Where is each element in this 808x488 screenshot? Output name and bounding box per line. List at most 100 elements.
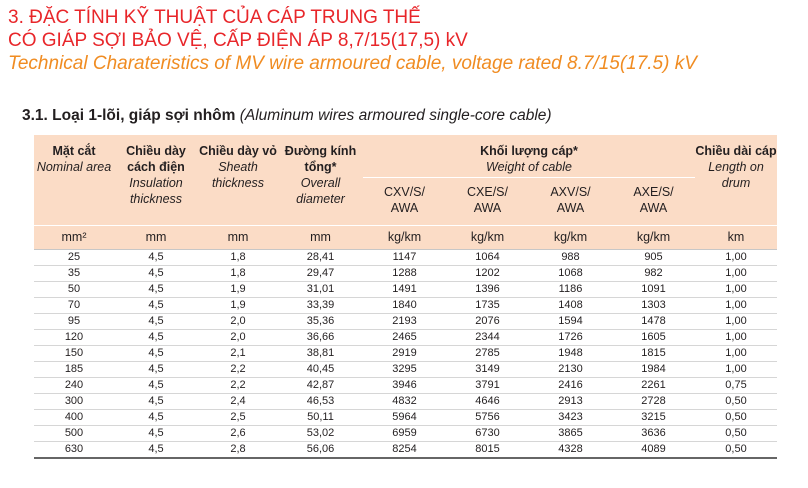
- table-cell: 25: [34, 249, 114, 266]
- header-weight-axe: AXE/S/AWA: [612, 177, 695, 226]
- table-cell: 0,75: [695, 377, 777, 394]
- table-cell: 1478: [612, 313, 695, 330]
- table-cell: 2,0: [198, 329, 278, 346]
- table-cell: 1,9: [198, 297, 278, 314]
- table-cell: 2344: [446, 329, 529, 346]
- table-cell: 2,2: [198, 361, 278, 378]
- table-cell: 70: [34, 297, 114, 314]
- table-cell: 1726: [529, 329, 612, 346]
- cable-spec-table: Mặt cắt Nominal area Chiều dày cách điện…: [34, 135, 777, 459]
- table-cell: 28,41: [278, 249, 363, 266]
- table-row: 400 4,5 2,5 50,11 5964 5756 3423 3215 0,50: [34, 409, 777, 426]
- table-cell: 4089: [612, 441, 695, 459]
- table-cell: 2913: [529, 393, 612, 410]
- table-cell: 400: [34, 409, 114, 426]
- table-cell: 1735: [446, 297, 529, 314]
- table-cell: 4328: [529, 441, 612, 459]
- table-cell: 6730: [446, 425, 529, 442]
- table-cell: 1,00: [695, 265, 777, 282]
- table-cell: 50,11: [278, 409, 363, 426]
- table-row: 240 4,5 2,2 42,87 3946 3791 2416 2261 0,75: [34, 377, 777, 394]
- table-cell: 36,66: [278, 329, 363, 346]
- table-cell: 56,06: [278, 441, 363, 459]
- table-cell: 1,8: [198, 249, 278, 266]
- table-row: 25 4,5 1,8 28,41 1147 1064 988 905 1,00: [34, 249, 777, 266]
- header-weight-axv: AXV/S/AWA: [529, 177, 612, 226]
- table-cell: 33,39: [278, 297, 363, 314]
- table-cell: 2465: [363, 329, 446, 346]
- table-cell: 3149: [446, 361, 529, 378]
- unit-cell: kg/km: [363, 225, 446, 250]
- table-cell: 3946: [363, 377, 446, 394]
- table-cell: 1,00: [695, 297, 777, 314]
- table-cell: 4,5: [114, 441, 198, 459]
- table-cell: 38,81: [278, 345, 363, 362]
- table-cell: 1815: [612, 345, 695, 362]
- table-row: 630 4,5 2,8 56,06 8254 8015 4328 4089 0,50: [34, 441, 777, 459]
- table-cell: 4,5: [114, 281, 198, 298]
- unit-cell: mm: [198, 225, 278, 250]
- table-cell: 2,4: [198, 393, 278, 410]
- table-cell: 1984: [612, 361, 695, 378]
- table-row: 185 4,5 2,2 40,45 3295 3149 2130 1984 1,00: [34, 361, 777, 378]
- table-cell: 4,5: [114, 425, 198, 442]
- table-cell: 1,00: [695, 361, 777, 378]
- table-cell: 2416: [529, 377, 612, 394]
- table-cell: 1068: [529, 265, 612, 282]
- table-row: 500 4,5 2,6 53,02 6959 6730 3865 3636 0,50: [34, 425, 777, 442]
- table-cell: 5964: [363, 409, 446, 426]
- table-cell: 905: [612, 249, 695, 266]
- table-cell: 2919: [363, 345, 446, 362]
- table-cell: 3295: [363, 361, 446, 378]
- table-cell: 1491: [363, 281, 446, 298]
- table-cell: 3636: [612, 425, 695, 442]
- table-cell: 2728: [612, 393, 695, 410]
- table-cell: 0,50: [695, 409, 777, 426]
- table-cell: 1408: [529, 297, 612, 314]
- table-cell: 40,45: [278, 361, 363, 378]
- table-cell: 240: [34, 377, 114, 394]
- table-cell: 46,53: [278, 393, 363, 410]
- table-cell: 42,87: [278, 377, 363, 394]
- table-cell: 1091: [612, 281, 695, 298]
- table-cell: 1,00: [695, 281, 777, 298]
- table-cell: 3215: [612, 409, 695, 426]
- table-cell: 1594: [529, 313, 612, 330]
- table-cell: 1064: [446, 249, 529, 266]
- table-cell: 982: [612, 265, 695, 282]
- unit-cell: mm²: [34, 225, 114, 250]
- unit-cell: mm: [278, 225, 363, 250]
- table-cell: 630: [34, 441, 114, 459]
- table-row: 70 4,5 1,9 33,39 1840 1735 1408 1303 1,00: [34, 297, 777, 314]
- table-cell: 8254: [363, 441, 446, 459]
- table-cell: 1,9: [198, 281, 278, 298]
- table-cell: 1,00: [695, 313, 777, 330]
- table-cell: 3865: [529, 425, 612, 442]
- heading-line-1: 3. ĐẶC TÍNH KỸ THUẬT CỦA CÁP TRUNG THẾ: [8, 7, 421, 28]
- section-subheading: 3.1. Loại 1-lõi, giáp sợi nhôm (Aluminum…: [22, 107, 552, 125]
- table-cell: 3423: [529, 409, 612, 426]
- header-sheath-thickness: Chiều dày vỏ Sheath thickness: [198, 135, 278, 226]
- heading-line-2: CÓ GIÁP SỢI BẢO VỆ, CẤP ĐIỆN ÁP 8,7/15(1…: [8, 30, 468, 51]
- table-cell: 0,50: [695, 441, 777, 459]
- table-row: 35 4,5 1,8 29,47 1288 1202 1068 982 1,00: [34, 265, 777, 282]
- table-cell: 8015: [446, 441, 529, 459]
- table-cell: 0,50: [695, 393, 777, 410]
- table-row: 95 4,5 2,0 35,36 2193 2076 1594 1478 1,00: [34, 313, 777, 330]
- header-weight-cxe: CXE/S/AWA: [446, 177, 529, 226]
- table-cell: 1,00: [695, 329, 777, 346]
- table-cell: 1396: [446, 281, 529, 298]
- table-cell: 4,5: [114, 393, 198, 410]
- table-cell: 150: [34, 345, 114, 362]
- table-cell: 4,5: [114, 329, 198, 346]
- unit-cell: kg/km: [446, 225, 529, 250]
- table-cell: 2076: [446, 313, 529, 330]
- table-cell: 4832: [363, 393, 446, 410]
- table-row: 150 4,5 2,1 38,81 2919 2785 1948 1815 1,00: [34, 345, 777, 362]
- table-cell: 1605: [612, 329, 695, 346]
- header-nominal-area: Mặt cắt Nominal area: [34, 135, 114, 226]
- units-row: mm² mm mm mm kg/km kg/km kg/km kg/km km: [34, 225, 777, 250]
- table-cell: 1,00: [695, 345, 777, 362]
- table-cell: 4,5: [114, 377, 198, 394]
- table-cell: 4,5: [114, 409, 198, 426]
